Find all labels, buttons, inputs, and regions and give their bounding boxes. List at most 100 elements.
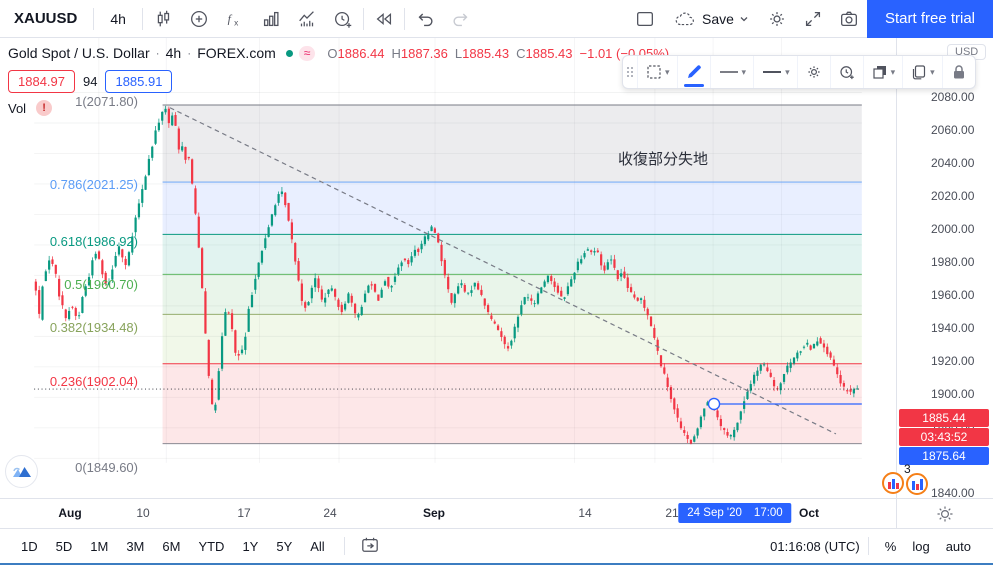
forecast-icon[interactable] — [289, 4, 325, 34]
symbol-info-legend[interactable]: Gold Spot / U.S. Dollar · 4h · FOREX.com… — [8, 45, 670, 61]
line-width-button[interactable]: ▾ — [753, 56, 797, 88]
settings-icon[interactable] — [759, 4, 795, 34]
range-button-1y[interactable]: 1Y — [242, 538, 259, 554]
fib-level-label: 0.618(1986.92) — [49, 233, 138, 249]
price-tick: 1840.00 — [931, 486, 975, 500]
indicator-templates-icon[interactable] — [253, 4, 289, 34]
symbol-search-button[interactable]: XAUUSD — [14, 10, 78, 27]
save-button[interactable]: Save — [663, 4, 759, 34]
price-tick: 1900.00 — [931, 387, 975, 401]
horizontal-ray-drawing — [707, 397, 862, 411]
time-axis[interactable]: 24 Sep '20 17:00 Aug 10 17 24 Sep 14 21 Oct — [0, 498, 993, 529]
session-clock[interactable]: 01:16:08 (UTC) — [770, 538, 860, 554]
idea-badge[interactable] — [882, 472, 904, 494]
sell-button[interactable]: 1884.97 — [8, 70, 75, 93]
bar-replay-icon[interactable] — [366, 4, 402, 34]
lock-icon[interactable] — [941, 56, 975, 88]
go-to-date-icon[interactable] — [353, 532, 387, 561]
buy-button[interactable]: 1885.91 — [105, 70, 173, 93]
svg-text:x: x — [234, 18, 239, 27]
fib-level-label: 0(1849.60) — [75, 460, 138, 476]
bid-ask-row: 1884.97 94 1885.91 — [8, 70, 173, 93]
time-tick: 10 — [136, 506, 150, 520]
time-tick: 14 — [578, 506, 592, 520]
ray-anchor-handle[interactable] — [707, 397, 721, 411]
select-tool-button[interactable]: ▾ — [637, 56, 677, 88]
bring-forward-button[interactable]: ▾ — [862, 56, 903, 88]
window-edge — [0, 563, 993, 565]
range-button-5d[interactable]: 5D — [55, 538, 73, 554]
indicators-icon[interactable]: f x — [217, 4, 253, 34]
time-tick: 24 — [323, 506, 337, 520]
selected-bar-date-chip: 24 Sep '20 17:00 — [678, 503, 792, 523]
add-alert-icon[interactable] — [829, 56, 863, 88]
undo-icon[interactable] — [407, 4, 443, 34]
alert-icon[interactable] — [325, 4, 361, 34]
range-button-1d[interactable]: 1D — [21, 538, 38, 554]
ideas-markers[interactable]: 3 — [878, 462, 934, 502]
drawing-floating-toolbar: ▾ ▾ ▾ ▾ — [622, 55, 976, 89]
theme-sun-icon[interactable] — [936, 505, 954, 523]
candles — [34, 105, 859, 445]
redo-icon[interactable] — [443, 4, 479, 34]
symbol-title[interactable]: Gold Spot / U.S. Dollar — [8, 45, 150, 61]
text-annotation[interactable]: 收復部分失地 — [618, 151, 709, 168]
ray-price-label: 1875.64 — [899, 447, 989, 466]
bottom-toolbar: 1D 5D 1M 3M 6M YTD 1Y 5Y All 01:16:08 (UTC) % log… — [0, 528, 993, 563]
divider — [343, 537, 345, 555]
last-price-label: 1885.44 — [899, 409, 989, 428]
scale-toggle-auto[interactable]: auto — [945, 538, 971, 554]
indicator-error-badge[interactable]: ! — [36, 100, 53, 116]
price-tick: 2080.00 — [931, 90, 975, 104]
price-tick: 2020.00 — [931, 189, 975, 203]
drawing-settings-icon[interactable] — [796, 56, 830, 88]
volume-indicator-legend[interactable]: Vol ! — [8, 100, 53, 116]
time-tick: Sep — [422, 506, 446, 520]
fullscreen-icon[interactable] — [795, 4, 831, 34]
scale-toggle-%[interactable]: % — [884, 538, 897, 554]
volume-label: Vol — [8, 100, 27, 116]
draw-tool-button[interactable] — [676, 56, 710, 88]
ideas-count: 3 — [904, 462, 911, 476]
scale-toggle-log[interactable]: log — [912, 538, 930, 554]
fib-level-label: 0.382(1934.48) — [49, 320, 138, 336]
interval-button[interactable]: 4h — [110, 10, 126, 27]
delayed-data-badge[interactable]: ≈ — [298, 45, 316, 61]
idea-badge[interactable] — [906, 473, 928, 495]
range-button-3m[interactable]: 3M — [126, 538, 145, 554]
legend-interval: 4h — [165, 45, 182, 61]
range-button-1m[interactable]: 1M — [90, 538, 109, 554]
save-label: Save — [702, 10, 734, 27]
compare-icon[interactable] — [181, 4, 217, 34]
start-free-trial-button[interactable]: Start free trial — [866, 0, 993, 38]
chart-area[interactable]: 1840.001860.001880.001900.001920.001940.… — [0, 38, 993, 529]
candles-style-icon[interactable] — [145, 4, 181, 34]
drag-handle[interactable] — [623, 67, 637, 77]
divider — [141, 7, 143, 30]
line-style-button[interactable]: ▾ — [709, 56, 754, 88]
ohlc-values: O1886.44 H1887.36 L1885.43 C1885.43 −1.0… — [327, 45, 670, 61]
range-button-ytd[interactable]: YTD — [198, 538, 225, 554]
range-button-all[interactable]: All — [310, 538, 325, 554]
price-tick: 1940.00 — [931, 321, 975, 335]
price-tick: 1980.00 — [931, 255, 975, 269]
range-button-5y[interactable]: 5Y — [276, 538, 293, 554]
layout-icon[interactable] — [627, 4, 663, 34]
price-tick: 2060.00 — [931, 123, 975, 137]
price-axis[interactable]: 1840.001860.001880.001900.001920.001940.… — [896, 38, 993, 500]
price-tick: 1920.00 — [931, 354, 975, 368]
chevron-down-icon — [740, 16, 748, 21]
fib-retracement — [162, 104, 862, 445]
active-tool-indicator — [683, 84, 704, 87]
snapshot-icon[interactable] — [831, 4, 867, 34]
selected-time: 17:00 — [753, 507, 783, 519]
fib-level-label: 0.236(1902.04) — [49, 373, 138, 389]
selected-date: 24 Sep '20 — [687, 507, 742, 519]
range-button-6m[interactable]: 6M — [162, 538, 181, 554]
clone-button[interactable]: ▾ — [902, 56, 942, 88]
top-toolbar: XAUUSD 4h f x — [0, 0, 993, 38]
time-tick: Aug — [58, 506, 82, 520]
candlestick-chart[interactable] — [0, 38, 896, 498]
grid-lines — [34, 38, 862, 463]
